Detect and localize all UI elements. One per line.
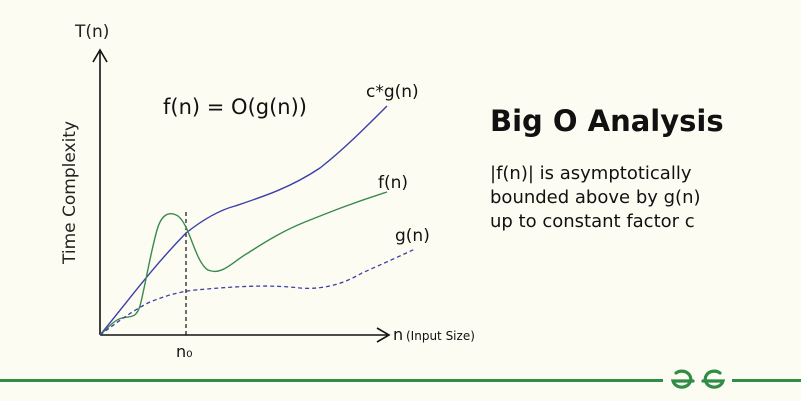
y-axis-symbol: T(n) — [74, 22, 109, 42]
x-axis-symbol: n — [393, 325, 403, 344]
footer-divider-left — [0, 379, 663, 382]
x-axis-arrowhead — [376, 327, 391, 343]
x-axis-label: (Input Size) — [406, 329, 475, 343]
panel-title: Big O Analysis — [490, 104, 724, 138]
cgn-label: c*g(n) — [366, 82, 419, 102]
description-line-3: up to constant factor c — [490, 211, 695, 232]
n0-label: n₀ — [176, 342, 193, 361]
description-line-2: bounded above by g(n) — [490, 187, 701, 208]
y-axis-arrowhead — [92, 48, 108, 63]
formula-label: f(n) = O(g(n)) — [163, 95, 307, 119]
axes — [92, 48, 391, 343]
description-line-1: |f(n)| is asymptotically — [490, 163, 692, 184]
geeksforgeeks-logo-icon — [670, 369, 726, 389]
gn-bound-curve — [99, 248, 416, 336]
y-axis-label: Time Complexity — [60, 121, 80, 265]
panel-description: |f(n)| is asymptotically bounded above b… — [490, 162, 770, 234]
fn-function-curve — [99, 191, 388, 336]
cgn-upper-bound-curve — [99, 105, 388, 336]
fn-label: f(n) — [378, 173, 408, 193]
gn-label: g(n) — [395, 226, 430, 246]
footer-divider-right — [732, 379, 801, 382]
